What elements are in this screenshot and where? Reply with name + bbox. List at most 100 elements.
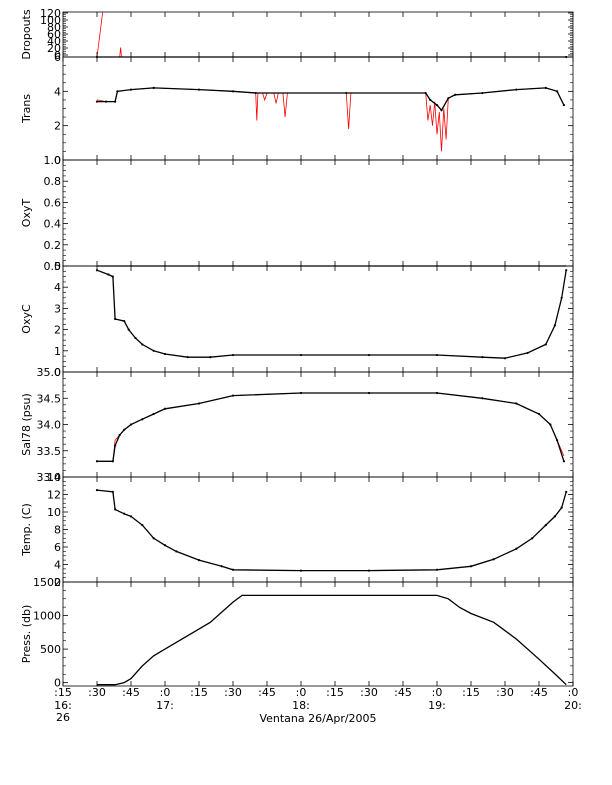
data-point: [104, 100, 108, 103]
y-tick-label: 0.8: [44, 175, 62, 188]
data-point: [469, 565, 473, 568]
x-tick-label-hour: 20:: [564, 699, 582, 712]
data-point: [127, 328, 130, 331]
data-point: [197, 88, 201, 91]
y-tick-label: 0: [54, 677, 61, 690]
x-tick-label-day: 26: [56, 711, 70, 724]
panel-1: 0 2 4 6 Trans: [20, 51, 574, 167]
panel-frame: [62, 56, 574, 161]
data-point: [114, 508, 117, 511]
x-tick-label: :30: [88, 686, 106, 699]
data-point: [175, 550, 178, 553]
x-tick-label-hour: 19:: [428, 699, 446, 712]
data-point: [197, 559, 201, 562]
data-point: [299, 391, 303, 395]
x-tick-label: :45: [394, 686, 412, 699]
data-point: [123, 428, 126, 431]
x-tick-label: :45: [258, 686, 276, 699]
x-tick-label: :15: [326, 686, 344, 699]
y-tick-label: 0.2: [44, 239, 62, 252]
y-tick-label: 1000: [33, 610, 61, 623]
y-tick-label: 1500: [33, 576, 61, 589]
data-point: [367, 391, 371, 395]
x-tick-label: :0: [568, 686, 579, 699]
y-tick-label: 8: [54, 524, 61, 537]
data-point: [537, 412, 541, 416]
series-line-0: [97, 392, 565, 462]
data-point: [95, 460, 99, 463]
data-point: [123, 512, 126, 515]
x-tick-label: :15: [54, 686, 72, 699]
data-point: [163, 407, 167, 410]
x-axis: :1516:26:30:45:017::15:30:45:018::15:30:…: [54, 686, 582, 724]
x-tick-label: :30: [224, 686, 242, 699]
y-tick-label: 4: [54, 85, 61, 98]
panel-2: 0.0 0.2 0.4 0.6 0.8 1.0 OxyT: [20, 154, 574, 273]
data-point: [163, 352, 167, 356]
data-point: [560, 506, 563, 509]
data-point: [111, 275, 114, 278]
data-point: [565, 490, 568, 493]
x-tick-label-hour: 17:: [156, 699, 174, 712]
x-tick-label-hour: 18:: [292, 699, 310, 712]
data-point: [435, 568, 439, 571]
data-point: [562, 460, 566, 463]
data-point: [111, 490, 114, 493]
y-tick-label: 40: [47, 35, 61, 48]
y-tick-label: 0.4: [44, 218, 62, 231]
y-tick-label: 12: [47, 489, 61, 502]
data-point: [95, 489, 99, 492]
data-point: [435, 103, 439, 107]
data-point: [481, 397, 484, 400]
data-point: [114, 100, 117, 103]
data-point: [435, 353, 439, 357]
data-point: [515, 547, 518, 550]
data-point: [562, 103, 566, 107]
y-tick-label: 1.0: [44, 154, 62, 167]
y-tick-label: 80: [47, 21, 61, 34]
series-line-0: [97, 594, 567, 686]
data-point: [141, 418, 144, 421]
data-point: [231, 353, 235, 357]
panel-4: 33.0 33.5 34.0 34.5 35.0 Sal78 (psu): [20, 366, 574, 484]
x-tick-label-hour: 16:: [54, 699, 72, 712]
panels-layer: 020406080100120Dropouts0246Trans0.00.20.…: [20, 7, 574, 690]
series-line-0: [96, 489, 567, 572]
y-tick-label: 34.0: [37, 419, 62, 432]
y-tick-label: 1: [54, 345, 61, 358]
data-point: [481, 91, 484, 95]
x-tick-label: :15: [190, 686, 208, 699]
x-tick-label: :45: [122, 686, 140, 699]
data-point: [544, 524, 547, 527]
data-point: [553, 515, 556, 518]
y-tick-label: 6: [54, 541, 61, 554]
series-line-0: [96, 269, 567, 359]
y-axis-label: Sal78 (psu): [20, 393, 33, 456]
data-point: [447, 97, 450, 100]
data-point: [231, 568, 235, 571]
y-tick-label: 0.0: [44, 260, 62, 273]
x-tick-label: :30: [360, 686, 378, 699]
y-tick-label: 14: [47, 471, 61, 484]
x-axis-caption: Ventana 26/Apr/2005: [259, 712, 376, 725]
data-point: [454, 93, 457, 96]
data-point: [503, 357, 507, 360]
data-point: [254, 91, 257, 95]
data-point: [367, 569, 371, 572]
y-tick-label: 2: [54, 576, 61, 589]
data-point: [209, 356, 212, 359]
series-line-1: [119, 47, 122, 58]
y-tick-label: 20: [47, 42, 61, 55]
data-point: [556, 439, 559, 442]
panel-frame: [62, 476, 574, 583]
data-point: [549, 423, 552, 426]
data-point: [152, 537, 155, 540]
panel-6: 0 500 1000 1500 Press. (db): [20, 576, 574, 690]
y-tick-label: 10: [47, 506, 61, 519]
series-line-0: [96, 11, 104, 58]
y-tick-label: 0: [54, 154, 61, 167]
data-point: [299, 569, 303, 572]
panel-3: 0 1 2 3 4 5 OxyC: [20, 260, 574, 379]
data-point: [526, 351, 529, 355]
